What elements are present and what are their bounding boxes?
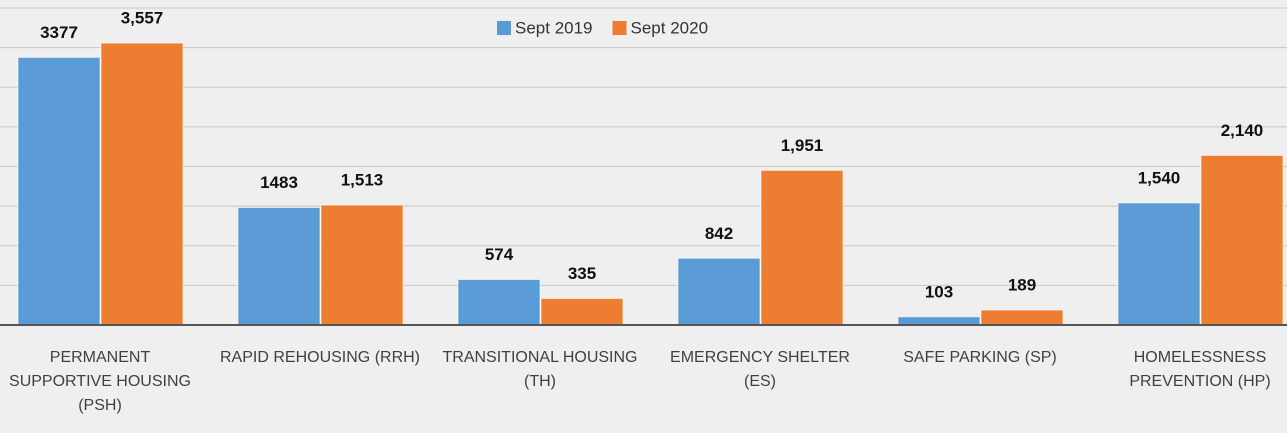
data-label: 189 (1008, 276, 1036, 295)
legend-swatch (497, 21, 511, 35)
data-label: 335 (568, 264, 596, 283)
legend-swatch (612, 21, 627, 35)
data-label: 3377 (40, 23, 78, 42)
data-label: 2,140 (1221, 121, 1264, 140)
data-label: 1,951 (781, 136, 824, 155)
data-label: 3,557 (121, 9, 164, 28)
bar (540, 297, 624, 326)
bar (1200, 154, 1284, 326)
bar (760, 169, 844, 326)
bar (677, 257, 761, 326)
bar (100, 42, 184, 326)
data-label: 1483 (260, 173, 298, 192)
data-label: 103 (925, 282, 953, 301)
x-tick-label: EMERGENCY SHELTER (ES) (670, 349, 850, 390)
bar (320, 204, 404, 326)
x-tick-label: HOMELESSNESS PREVENTION (HP) (1129, 349, 1271, 390)
legend-label: Sept 2019 (515, 18, 593, 37)
x-tick-label: SAFE PARKING (SP) (903, 349, 1057, 366)
data-label: 1,540 (1138, 168, 1181, 187)
x-tick-label: PERMANENT SUPPORTIVE HOUSING (PSH) (9, 349, 191, 414)
bar (897, 316, 981, 326)
data-label: 1,513 (341, 171, 384, 190)
bar (17, 56, 101, 326)
bar (1117, 202, 1201, 326)
legend-label: Sept 2020 (631, 18, 709, 37)
bar (457, 279, 541, 326)
data-label: 574 (485, 245, 514, 264)
bar (237, 206, 321, 326)
x-tick-label: TRANSITIONAL HOUSING (TH) (442, 349, 638, 390)
x-tick-label: RAPID REHOUSING (RRH) (220, 349, 421, 366)
bar (980, 309, 1064, 326)
data-label: 842 (705, 224, 733, 243)
